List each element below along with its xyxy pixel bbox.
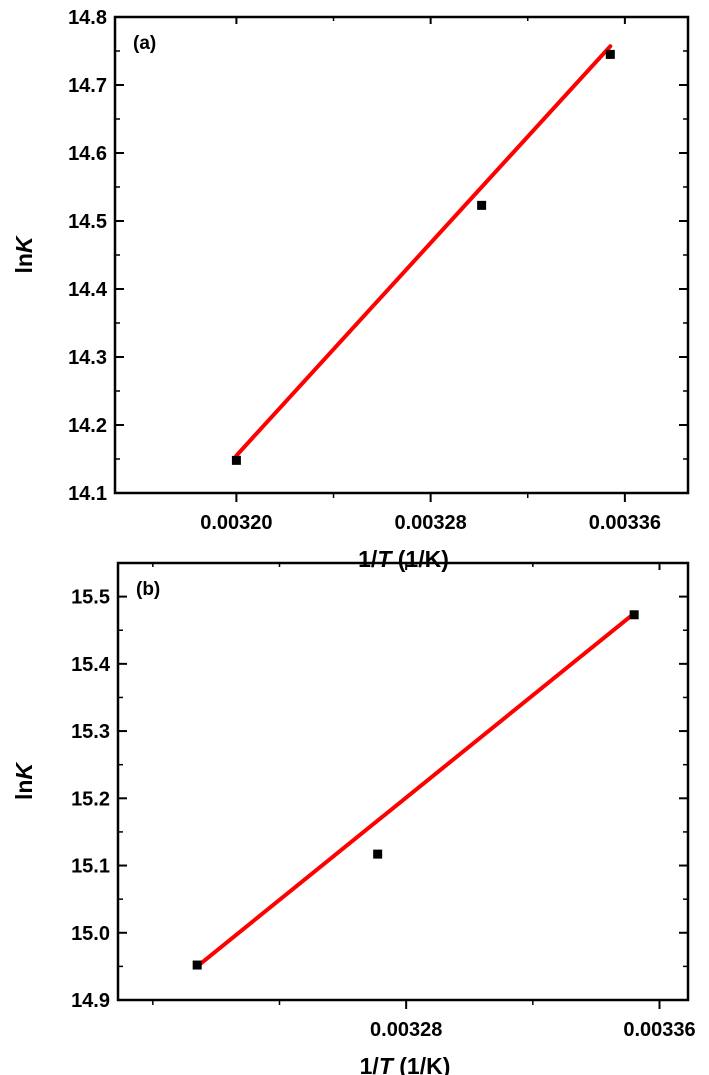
y-tick-label: 15.0 [71, 923, 110, 945]
x-axis-title: 1/T (1/K) [358, 546, 449, 572]
plot-frame [113, 15, 690, 495]
y-tick-label: 14.6 [68, 143, 107, 165]
y-tick-label: 14.3 [68, 347, 107, 369]
x-tick-label: 0.00320 [200, 512, 272, 534]
x-tick-label: 0.00336 [589, 512, 661, 534]
x-tick-label: 0.00328 [370, 1019, 442, 1041]
x-axis-title-var: T [377, 546, 393, 572]
y-tick-label: 14.8 [68, 7, 107, 29]
panel-label: (a) [133, 33, 156, 54]
y-tick-label: 15.5 [71, 587, 110, 609]
x-axis-title-unit: (1/K) [393, 1053, 451, 1075]
fit-line [234, 44, 613, 458]
y-tick-label: 15.4 [71, 654, 111, 676]
y-tick-label: 14.4 [68, 279, 108, 301]
x-tick-label: 0.00328 [394, 512, 466, 534]
y-tick-label: 14.9 [71, 990, 110, 1012]
y-tick-label: 14.7 [68, 75, 107, 97]
data-point [192, 960, 202, 970]
y-tick-label: 14.1 [68, 483, 107, 505]
y-axis-title-prefix: ln [11, 780, 37, 800]
y-tick-label: 15.1 [71, 856, 110, 878]
data-point [231, 455, 241, 465]
panel-label: (b) [136, 579, 160, 600]
y-tick-label: 14.2 [68, 415, 107, 437]
y-tick-label: 14.5 [68, 211, 107, 233]
data-point [477, 200, 487, 210]
fit-line [195, 611, 637, 969]
y-axis-title-var: K [11, 762, 37, 780]
data-point [605, 49, 615, 59]
y-axis-title-prefix: ln [11, 253, 37, 273]
data-point [629, 610, 639, 620]
x-axis-title-prefix: 1/ [358, 546, 378, 572]
chart-panel-a: 14.1 14.2 14.3 14.4 14.5 14.6 14.7 14.8 0.00320 0… [11, 7, 690, 572]
y-axis-title: lnK [11, 235, 37, 273]
y-tick-label: 15.2 [71, 788, 110, 810]
data-point [373, 849, 383, 859]
y-axis-title-var: K [11, 235, 37, 253]
x-axis-title: 1/T (1/K) [360, 1053, 451, 1075]
chart-panel-b: 14.9 15.0 15.1 15.2 15.3 15.4 15.5 0.00328 0.003… [11, 561, 696, 1075]
y-axis-title: lnK [11, 762, 37, 800]
x-axis-title-unit: (1/K) [391, 546, 449, 572]
x-axis-title-prefix: 1/ [360, 1053, 380, 1075]
x-tick-label: 0.00336 [623, 1019, 695, 1041]
y-tick-label: 15.3 [71, 721, 110, 743]
x-axis-title-var: T [379, 1053, 395, 1075]
plot-frame [116, 561, 690, 1002]
